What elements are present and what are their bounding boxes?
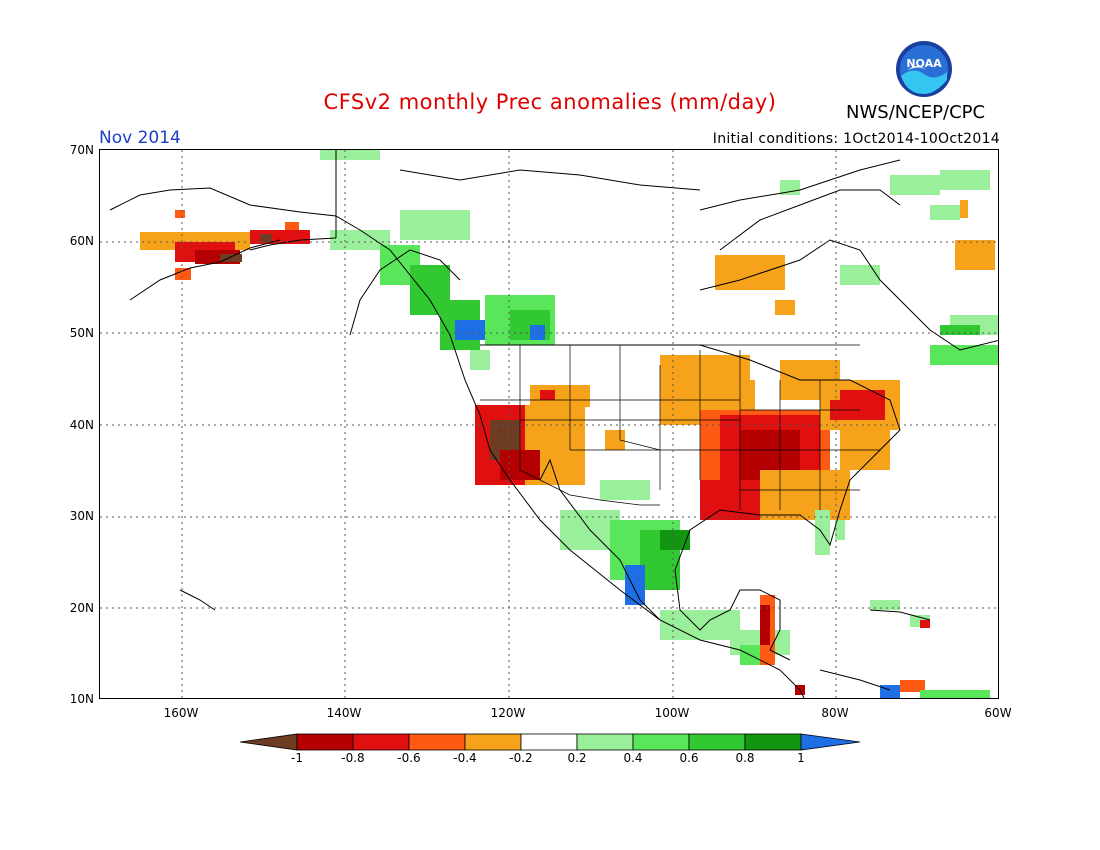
lon-label-100w: 100W [654,706,690,720]
legend-tick-9: 1 [797,751,805,765]
lon-label-60w: 60W [984,706,1012,720]
lon-label-140w: 140W [326,706,362,720]
legend-swatch-above-1 [800,733,861,751]
legend-swatch-neutral [520,733,578,751]
month-label: Nov 2014 [99,128,181,148]
lat-label-10n: 10N [69,692,94,706]
legend-swatch-neg06-neg04 [408,733,466,751]
legend-swatch-neg08-neg06 [352,733,410,751]
legend-swatch-08-1 [744,733,802,751]
lon-label-160w: 160W [163,706,199,720]
lat-label-40n: 40N [69,418,94,432]
legend-swatch-below-neg1 [239,733,298,751]
map-svg [100,150,998,698]
chart-title: CFSv2 monthly Prec anomalies (mm/day) [323,90,777,114]
color-legend [239,733,862,755]
lon-label-80w: 80W [821,706,849,720]
legend-tick-0: -1 [291,751,303,765]
borders [480,344,880,510]
legend-tick-1: -0.8 [341,751,365,765]
grid-lines [100,150,998,698]
legend-tick-6: 0.4 [623,751,643,765]
logo-text: NOAA [906,57,942,70]
legend-swatch-02-04 [576,733,634,751]
lat-label-30n: 30N [69,509,94,523]
lat-label-20n: 20N [69,601,94,615]
agency-label: NWS/NCEP/CPC [846,102,986,123]
legend-swatch-06-08 [688,733,746,751]
legend-tick-4: -0.2 [509,751,533,765]
coastlines [109,150,998,698]
legend-tick-5: 0.2 [567,751,587,765]
initial-conditions-label: Initial conditions: 1Oct2014-10Oct2014 [712,131,1000,147]
legend-swatch-neg1-neg08 [296,733,354,751]
legend-tick-7: 0.6 [679,751,699,765]
lat-label-70n: 70N [69,143,94,157]
noaa-logo: NOAA [895,40,953,98]
lat-label-60n: 60N [69,234,94,248]
legend-bar [239,733,861,751]
map-panel [99,149,999,699]
lat-label-50n: 50N [69,326,94,340]
legend-tick-3: -0.4 [453,751,477,765]
legend-swatch-04-06 [632,733,690,751]
lon-label-120w: 120W [490,706,526,720]
legend-tick-2: -0.6 [397,751,421,765]
legend-swatch-neg04-neg02 [464,733,522,751]
legend-tick-8: 0.8 [735,751,755,765]
